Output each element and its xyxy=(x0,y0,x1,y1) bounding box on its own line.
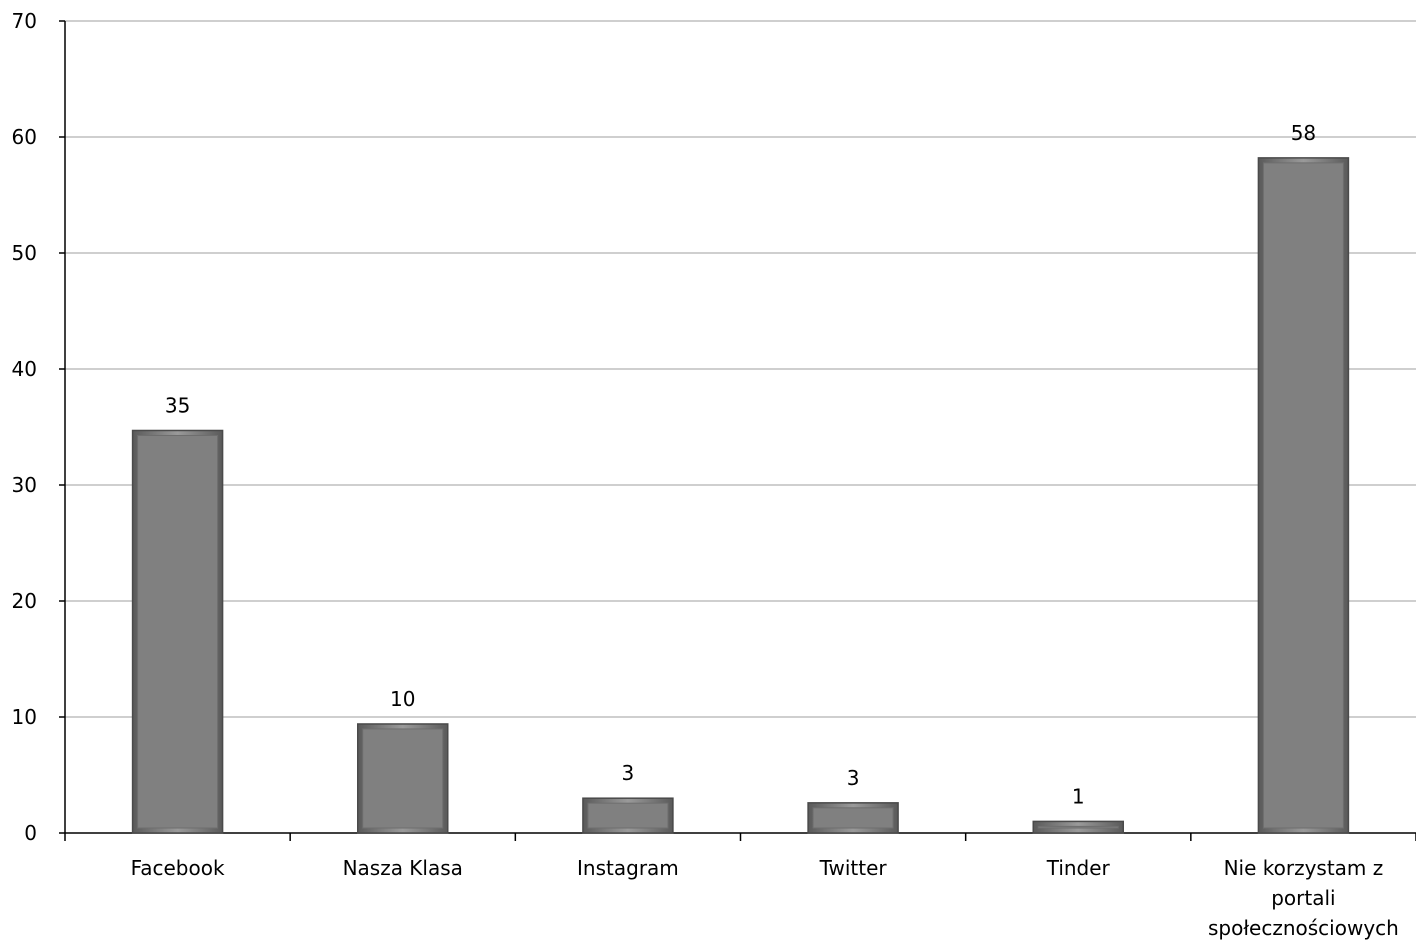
bar-face xyxy=(362,728,444,829)
y-tick-label: 50 xyxy=(12,241,37,265)
bar xyxy=(1257,157,1350,834)
x-tick-label: Facebook xyxy=(131,856,225,880)
bar xyxy=(1032,820,1124,834)
data-label: 3 xyxy=(622,761,635,785)
x-tick-label: Tinder xyxy=(1046,856,1111,880)
y-tick-label: 30 xyxy=(12,473,37,497)
y-tick-label: 0 xyxy=(24,821,37,845)
bar-face xyxy=(1037,825,1119,829)
bar-face xyxy=(587,802,669,829)
x-tick-label: społecznościowych xyxy=(1208,916,1399,940)
bar-face xyxy=(1262,162,1344,829)
y-tick-label: 40 xyxy=(12,357,37,381)
gridlines xyxy=(65,20,1416,718)
x-tick-label: Instagram xyxy=(577,856,679,880)
y-tick-label: 60 xyxy=(12,125,37,149)
labels: 0 10 20 30 40 50 60 70 35 Facebook 10 Nasza Klasa 3 I… xyxy=(12,9,1399,940)
axes xyxy=(59,20,1416,841)
x-tick-label: Nasza Klasa xyxy=(343,856,463,880)
data-label: 35 xyxy=(165,393,190,417)
data-label: 58 xyxy=(1291,121,1316,145)
x-tick-label: Nie korzystam z xyxy=(1224,856,1384,880)
y-tick-label: 20 xyxy=(12,589,37,613)
y-tick-label: 70 xyxy=(12,9,37,33)
x-tick-label: Twitter xyxy=(819,856,888,880)
bar xyxy=(582,797,674,834)
x-tick-label: portali xyxy=(1271,886,1335,910)
data-label: 1 xyxy=(1072,784,1085,808)
bar xyxy=(131,429,224,834)
bar-face xyxy=(812,807,894,829)
bars xyxy=(131,157,1350,834)
bar-face xyxy=(137,434,219,829)
bar xyxy=(357,723,449,834)
bar xyxy=(807,802,899,834)
data-label: 10 xyxy=(390,687,415,711)
y-tick-label: 10 xyxy=(12,705,37,729)
data-label: 3 xyxy=(847,766,860,790)
